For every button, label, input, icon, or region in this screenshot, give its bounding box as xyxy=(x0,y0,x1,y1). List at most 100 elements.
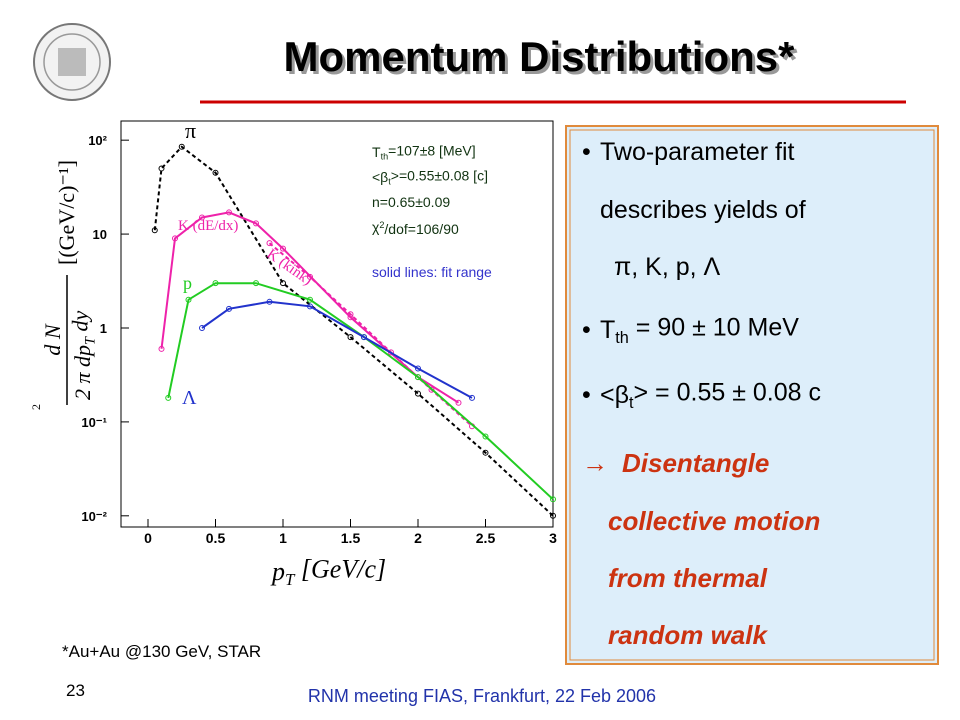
data-point xyxy=(226,305,232,312)
data-point xyxy=(482,449,489,456)
text-run: = 90 ± 10 MeV xyxy=(629,313,799,341)
x-tick-label: 1.5 xyxy=(341,530,361,546)
text-run: describes yields of xyxy=(600,196,806,224)
data-point xyxy=(428,386,435,393)
subscript: t xyxy=(388,177,391,187)
text-box xyxy=(565,125,939,665)
series-label: K (kink) xyxy=(264,246,315,289)
series-label: Λ xyxy=(182,387,197,409)
bullet-marker: • xyxy=(582,316,591,344)
fit-parameter: χ2​/dof=106/90 xyxy=(372,219,459,237)
data-point xyxy=(347,311,354,318)
x-tick-label: 2 xyxy=(414,530,422,546)
chart: 0 0.5 1 1.5 2 2.5 3 10² 10 1 10⁻¹ 10⁻² π K (dE/dx) K (… xyxy=(29,118,557,589)
data-point xyxy=(550,512,556,519)
y-tick-label: 10⁻¹ xyxy=(81,415,107,430)
bullet-line: Two-parameter fit xyxy=(600,138,795,166)
x-tick-label: 1 xyxy=(279,530,287,546)
series-line xyxy=(167,282,554,501)
page-number: 23 xyxy=(66,681,85,700)
fit-parameter: n=0.65±0.09 xyxy=(372,194,450,210)
text-run: n=0.65±0.09 xyxy=(372,194,450,210)
text-run: Disentangle xyxy=(622,448,769,478)
x-tick-label: 0.5 xyxy=(206,530,226,546)
series-label: p xyxy=(183,273,192,293)
title-shadow: Momentum Distributions* xyxy=(287,36,799,83)
text-run: T xyxy=(600,316,615,344)
data-point xyxy=(280,280,286,287)
text-run: T xyxy=(372,144,381,160)
y-label-numerator: d N xyxy=(40,323,65,356)
data-point xyxy=(266,240,273,247)
data-point xyxy=(165,394,172,401)
bullet-line: describes yields of xyxy=(600,196,806,224)
y-axis-label: d N2 π dpT​ dy [(GeV/c)⁻¹] 2 xyxy=(29,160,98,410)
fit-note: solid lines: fit range xyxy=(372,264,492,280)
data-point xyxy=(172,235,178,242)
series-line xyxy=(201,300,473,399)
plot-frame xyxy=(120,120,554,528)
data-point xyxy=(415,374,421,381)
data-point xyxy=(307,303,313,310)
data-point xyxy=(199,214,205,221)
data-point xyxy=(307,296,313,303)
data-point xyxy=(253,280,259,287)
subscript: t xyxy=(629,394,634,412)
data-point xyxy=(347,334,354,341)
data-point xyxy=(212,169,219,176)
x-tick-label: 2.5 xyxy=(476,530,496,546)
bullet-line: random walk xyxy=(608,620,768,650)
subscript: th xyxy=(381,152,389,162)
x-tick-label: 3 xyxy=(549,530,557,546)
subscript: T xyxy=(285,570,296,589)
data-point xyxy=(199,324,205,331)
y-label-denominator: 2 π dpT​ dy xyxy=(68,311,99,400)
bullet-marker: → xyxy=(582,448,608,478)
footnote: *Au+Au @130 GeV, STAR xyxy=(62,642,261,661)
data-point xyxy=(361,334,367,341)
logo xyxy=(33,23,111,101)
text-run: >=0.55±0.08 [c] xyxy=(391,168,488,184)
bullet-line: <βt​> = 0.55 ± 0.08 c xyxy=(600,378,821,412)
data-point xyxy=(185,296,192,303)
data-point xyxy=(212,280,219,287)
data-point xyxy=(226,209,232,216)
x-tick-label: 0 xyxy=(144,530,152,546)
series-line xyxy=(153,145,554,517)
data-point xyxy=(469,394,475,401)
series-label: K (dE/dx) xyxy=(178,218,238,234)
subscript: th xyxy=(615,329,629,347)
text-run: [GeV/c] xyxy=(294,554,386,583)
bullet-marker: • xyxy=(582,138,591,166)
data-point xyxy=(550,496,556,503)
data-point xyxy=(455,399,462,406)
text-box-inner xyxy=(569,129,935,661)
y-tick-label: 1 xyxy=(100,321,107,336)
text-run: Two-parameter fit xyxy=(600,138,795,166)
y-tick-label: 10⁻² xyxy=(81,509,107,524)
bullet-line: π, K, p, Λ xyxy=(614,253,721,281)
data-point xyxy=(178,143,185,150)
text-run: p xyxy=(270,557,285,586)
data-point xyxy=(158,345,165,352)
superscript: 2 xyxy=(379,220,384,230)
bullet-line: Tth​ = 90 ± 10 MeV xyxy=(600,313,799,347)
data-point xyxy=(415,390,421,397)
data-point xyxy=(253,220,259,227)
y-label-unit: [(GeV/c)⁻¹] xyxy=(54,160,79,265)
bullet-line: collective motion xyxy=(608,506,820,536)
data-point xyxy=(482,433,489,440)
text-run: /dof=106/90 xyxy=(384,221,459,237)
text-run: random walk xyxy=(608,620,768,650)
fit-parameter: Tth​=107±8 [MeV] xyxy=(372,143,476,162)
x-axis-label: pT​ [GeV/c] xyxy=(270,554,386,589)
text-run: 2 π dp xyxy=(70,345,95,400)
y-tick-label: 10² xyxy=(88,133,107,148)
data-point xyxy=(307,273,313,280)
text-run: =107±8 [MeV] xyxy=(388,143,475,159)
text-run: collective motion xyxy=(608,506,820,536)
fit-parameter: <βt​>=0.55±0.08 [c] xyxy=(372,168,488,187)
text-run: > = 0.55 ± 0.08 c xyxy=(634,378,821,406)
y-label-prefix: 2 xyxy=(29,404,43,410)
